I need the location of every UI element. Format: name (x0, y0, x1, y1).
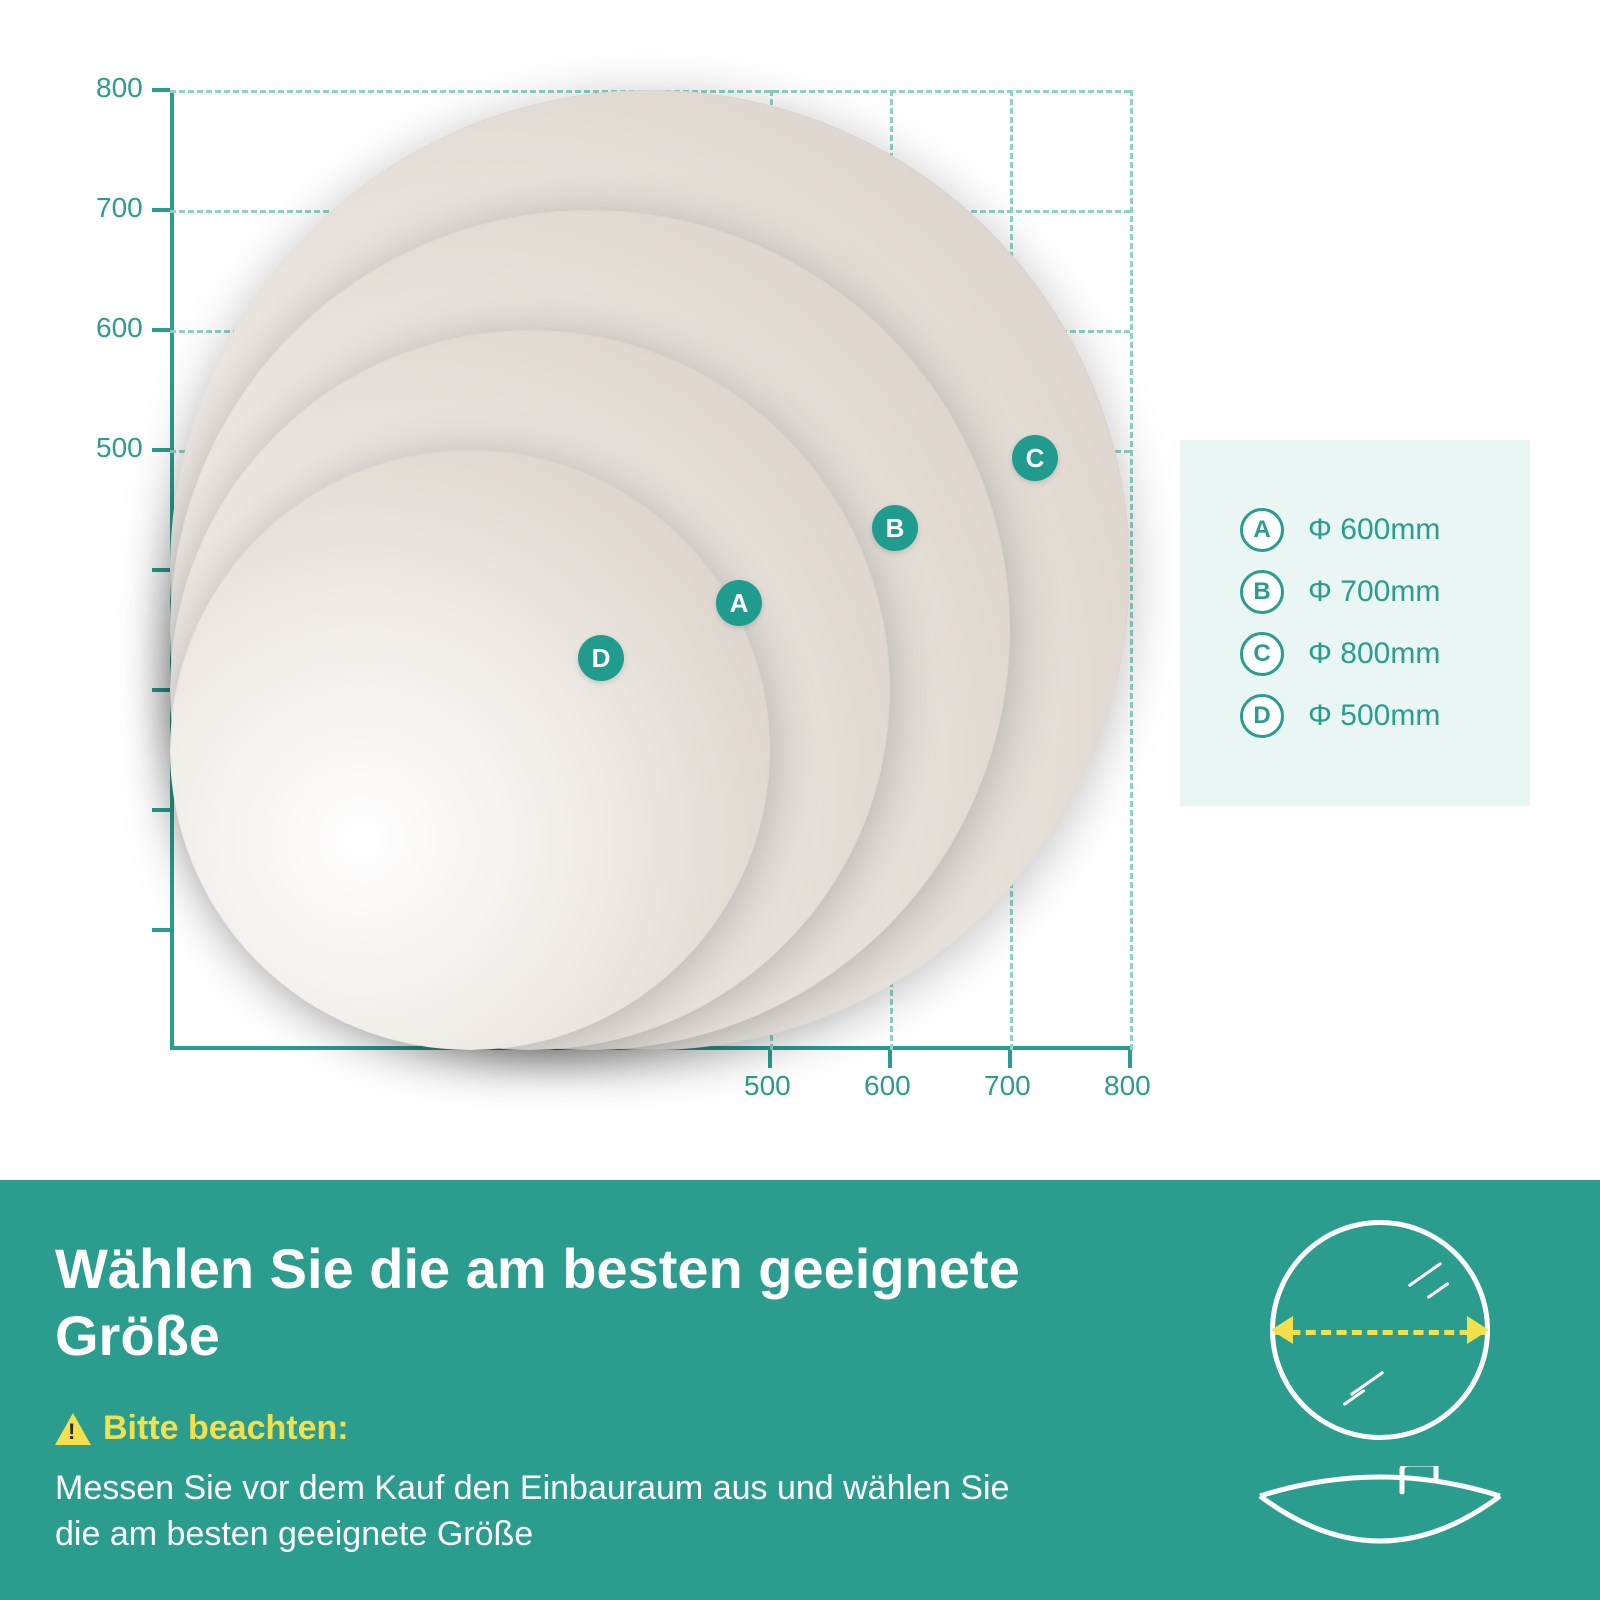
x-tick-label: 600 (864, 1070, 911, 1102)
size-badge-A: A (716, 580, 762, 626)
legend-row-D: D Φ 500mm (1240, 694, 1470, 738)
y-tick (152, 88, 170, 92)
warning-icon (55, 1413, 91, 1445)
mirror-D (170, 450, 770, 1050)
legend-label: Φ 800mm (1308, 637, 1440, 671)
size-badge-C: C (1012, 435, 1058, 481)
y-minor-tick (152, 808, 170, 812)
x-tick-label: 500 (744, 1070, 791, 1102)
banner-illustrations (1230, 1220, 1530, 1576)
x-tick-label: 700 (984, 1070, 1031, 1102)
x-tick-label: 800 (1104, 1070, 1151, 1102)
legend-letter: B (1240, 570, 1284, 614)
size-legend: A Φ 600mm B Φ 700mm C Φ 800mm D Φ 500mm (1180, 440, 1530, 806)
legend-row-A: A Φ 600mm (1240, 508, 1470, 552)
grid-line-x (1130, 90, 1133, 1050)
size-chart: 800700600500500600700800DABC (90, 70, 1140, 1130)
y-tick-label: 800 (96, 72, 143, 104)
legend-row-C: C Φ 800mm (1240, 632, 1470, 676)
y-tick (152, 328, 170, 332)
y-tick (152, 208, 170, 212)
banner-body: Messen Sie vor dem Kauf den Einbauraum a… (55, 1466, 1055, 1558)
legend-letter: A (1240, 508, 1284, 552)
banner-title: Wählen Sie die am besten geeignete Größe (55, 1235, 1055, 1369)
x-tick (768, 1050, 772, 1068)
legend-letter: C (1240, 632, 1284, 676)
size-badge-B: B (872, 505, 918, 551)
info-banner: Wählen Sie die am besten geeignete Größe… (0, 1180, 1600, 1600)
mirror-diameter-icon (1270, 1220, 1490, 1440)
x-tick (888, 1050, 892, 1068)
y-tick-label: 500 (96, 432, 143, 464)
legend-label: Φ 600mm (1308, 513, 1440, 547)
y-tick-label: 700 (96, 192, 143, 224)
y-minor-tick (152, 928, 170, 932)
x-tick (1008, 1050, 1012, 1068)
y-minor-tick (152, 688, 170, 692)
legend-letter: D (1240, 694, 1284, 738)
legend-label: Φ 700mm (1308, 575, 1440, 609)
legend-row-B: B Φ 700mm (1240, 570, 1470, 614)
legend-label: Φ 500mm (1308, 699, 1440, 733)
sink-icon (1250, 1466, 1510, 1576)
banner-warning-label: Bitte beachten: (103, 1409, 349, 1448)
size-badge-D: D (578, 635, 624, 681)
x-tick (1128, 1050, 1132, 1068)
chart-plot-area: 800700600500500600700800DABC (170, 90, 1130, 1050)
y-minor-tick (152, 568, 170, 572)
y-tick-label: 600 (96, 312, 143, 344)
y-tick (152, 448, 170, 452)
